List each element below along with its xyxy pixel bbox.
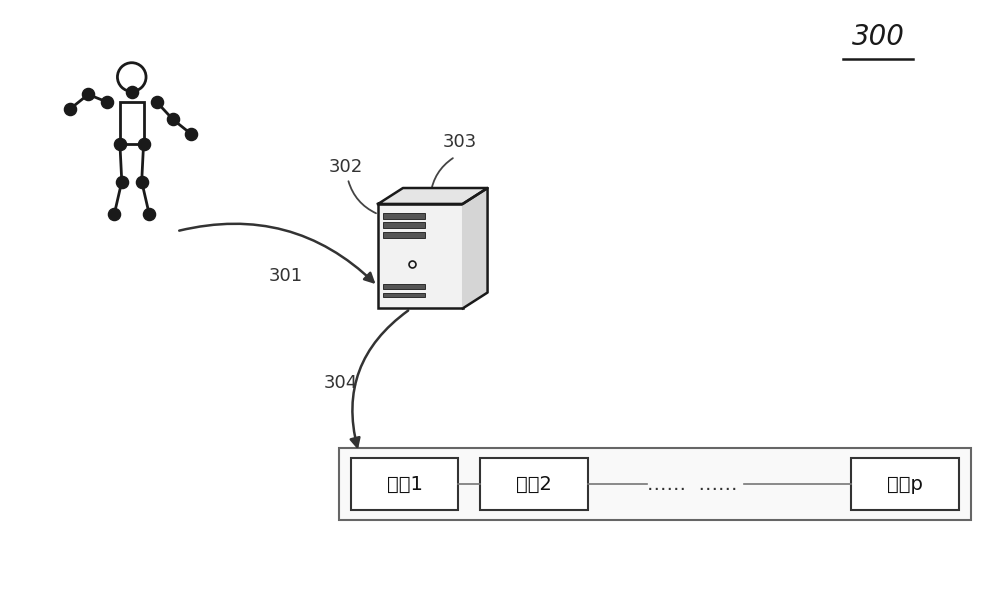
Bar	[383, 213, 425, 219]
Bar	[339, 449, 971, 520]
Bar	[383, 293, 425, 297]
FancyArrowPatch shape	[351, 310, 408, 447]
Bar	[851, 458, 959, 510]
Text: 300: 300	[852, 23, 905, 51]
Bar	[383, 222, 425, 228]
Text: 301: 301	[269, 267, 303, 285]
Bar	[120, 102, 144, 144]
Polygon shape	[378, 188, 488, 204]
Bar	[480, 458, 588, 510]
Text: 区套2: 区套2	[516, 475, 552, 493]
Text: 303: 303	[443, 133, 477, 151]
Text: 区套1: 区套1	[387, 475, 422, 493]
Text: 区块p: 区块p	[887, 475, 923, 493]
Text: 304: 304	[324, 374, 358, 392]
FancyArrowPatch shape	[179, 224, 374, 282]
Bar	[383, 284, 425, 288]
Text: 302: 302	[329, 158, 363, 176]
Bar	[383, 232, 425, 238]
Text: ……  ……: …… ……	[647, 475, 737, 493]
Polygon shape	[463, 188, 488, 309]
Bar	[378, 204, 463, 309]
Bar	[351, 458, 458, 510]
